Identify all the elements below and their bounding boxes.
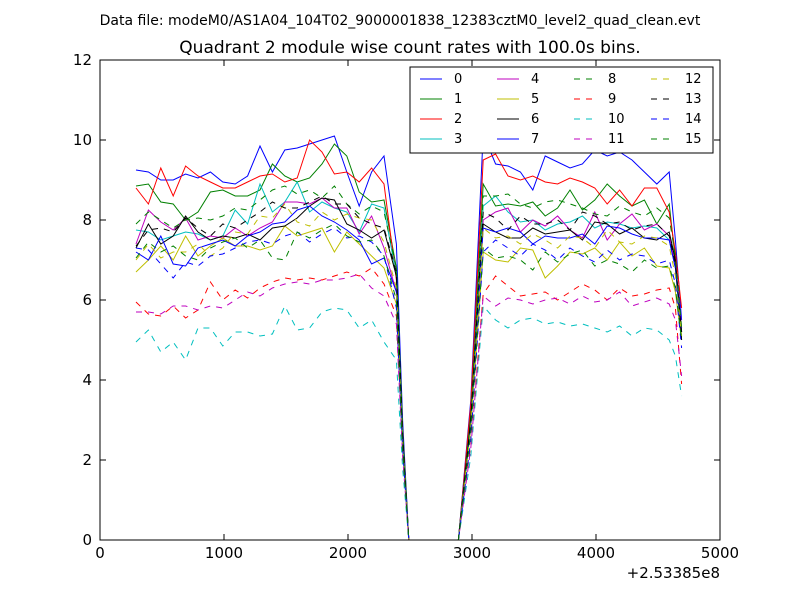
series-line-2 — [135, 139, 683, 541]
series-line-8 — [135, 185, 683, 541]
x-tick-label: 0 — [95, 544, 105, 562]
series-line-5 — [135, 225, 683, 541]
series-line-13 — [135, 195, 683, 541]
x-tick-label: 3000 — [453, 544, 491, 562]
series-line-3 — [135, 180, 683, 541]
legend-label: 3 — [454, 132, 462, 147]
y-tick-label: 2 — [82, 451, 92, 469]
chart-title: Quadrant 2 module wise count rates with … — [179, 38, 640, 58]
legend-label: 14 — [685, 112, 702, 127]
series-line-10 — [135, 304, 683, 541]
axes-frame — [99, 59, 721, 541]
plot-area — [135, 133, 683, 541]
y-tick-label: 0 — [82, 531, 92, 549]
x-offset-label: +2.53385e8 — [627, 564, 720, 582]
legend-label: 10 — [608, 112, 625, 127]
legend-label: 4 — [531, 72, 539, 87]
x-tick-label: 5000 — [701, 544, 739, 562]
y-tick-label: 8 — [82, 211, 92, 229]
series-line-15 — [135, 223, 683, 541]
legend-label: 0 — [454, 72, 462, 87]
y-tick-label: 4 — [82, 371, 92, 389]
series-line-11 — [136, 273, 683, 541]
legend-label: 13 — [685, 92, 702, 107]
x-tick-label: 4000 — [577, 544, 615, 562]
legend-label: 6 — [531, 112, 539, 127]
legend-label: 2 — [454, 112, 462, 127]
legend-label: 1 — [454, 92, 462, 107]
y-tick-label: 10 — [73, 131, 92, 149]
y-tick-label: 6 — [82, 291, 92, 309]
series-line-1 — [135, 143, 683, 541]
series-line-0 — [135, 133, 683, 541]
series-line-4 — [135, 197, 683, 541]
series-line-14 — [135, 227, 683, 541]
x-tick-label: 1000 — [205, 544, 243, 562]
series-line-9 — [135, 267, 683, 541]
legend-box — [409, 66, 714, 154]
series-line-7 — [135, 205, 683, 541]
legend-label: 15 — [685, 132, 702, 147]
legend-label: 8 — [608, 72, 616, 87]
legend-label: 12 — [685, 72, 702, 87]
y-tick-label: 12 — [73, 51, 92, 69]
legend-label: 11 — [608, 132, 625, 147]
legend-label: 5 — [531, 92, 539, 107]
data-file-caption: Data file: modeM0/AS1A04_104T02_90000018… — [100, 13, 701, 29]
legend-label: 9 — [608, 92, 616, 107]
legend-label: 7 — [531, 132, 539, 147]
series-line-6 — [135, 197, 683, 541]
series-line-12 — [135, 203, 683, 541]
x-tick-label: 2000 — [329, 544, 367, 562]
